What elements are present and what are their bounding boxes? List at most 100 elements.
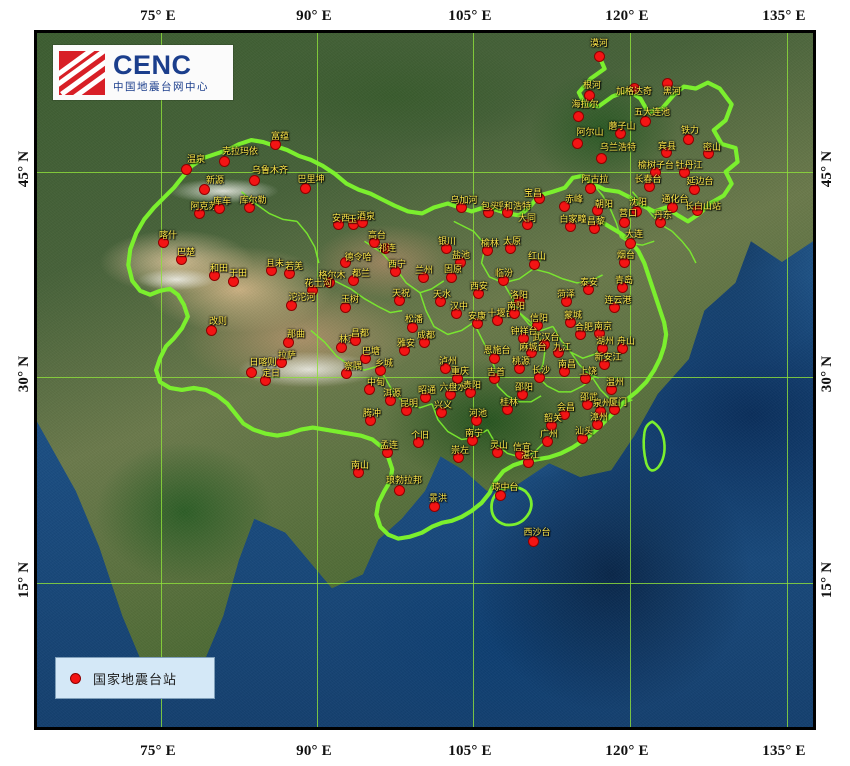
seismic-station-marker[interactable] (531, 319, 543, 331)
seismic-station-marker[interactable] (595, 152, 607, 164)
seismic-station-marker[interactable] (593, 327, 605, 339)
seismic-station-marker[interactable] (643, 180, 655, 192)
seismic-station-marker[interactable] (614, 127, 626, 139)
seismic-station-marker[interactable] (157, 236, 169, 248)
seismic-station-marker[interactable] (471, 317, 483, 329)
seismic-station-marker[interactable] (356, 216, 368, 228)
seismic-station-marker[interactable] (522, 456, 534, 468)
seismic-station-marker[interactable] (470, 414, 482, 426)
seismic-station-marker[interactable] (572, 110, 584, 122)
seismic-station-marker[interactable] (340, 367, 352, 379)
seismic-station-marker[interactable] (688, 183, 700, 195)
seismic-station-marker[interactable] (444, 388, 456, 400)
seismic-station-marker[interactable] (193, 207, 205, 219)
seismic-station-marker[interactable] (265, 264, 277, 276)
seismic-station-marker[interactable] (435, 406, 447, 418)
map-canvas[interactable]: 漠河 根河 加格达奇 黑河 海拉尔 五大连池 阿尔山 蘑子山 乌兰浩特 铁力 宾县 密山 榆树子台 牡丹江… (37, 33, 813, 727)
seismic-station-marker[interactable] (428, 500, 440, 512)
seismic-station-marker[interactable] (666, 201, 678, 213)
seismic-station-marker[interactable] (450, 307, 462, 319)
seismic-station-marker[interactable] (616, 281, 628, 293)
seismic-station-marker[interactable] (285, 299, 297, 311)
seismic-station-marker[interactable] (389, 265, 401, 277)
seismic-station-marker[interactable] (583, 89, 595, 101)
seismic-station-marker[interactable] (243, 201, 255, 213)
seismic-station-marker[interactable] (702, 147, 714, 159)
seismic-station-marker[interactable] (618, 256, 630, 268)
seismic-station-marker[interactable] (552, 346, 564, 358)
seismic-station-marker[interactable] (608, 301, 620, 313)
seismic-station-marker[interactable] (504, 242, 516, 254)
seismic-station-marker[interactable] (482, 206, 494, 218)
seismic-station-marker[interactable] (412, 436, 424, 448)
seismic-station-marker[interactable] (516, 388, 528, 400)
seismic-station-marker[interactable] (581, 398, 593, 410)
seismic-station-marker[interactable] (591, 418, 603, 430)
seismic-station-marker[interactable] (205, 324, 217, 336)
seismic-station-marker[interactable] (419, 391, 431, 403)
seismic-station-marker[interactable] (508, 307, 520, 319)
seismic-station-marker[interactable] (517, 332, 529, 344)
seismic-station-marker[interactable] (513, 295, 525, 307)
seismic-station-marker[interactable] (497, 274, 509, 286)
seismic-station-marker[interactable] (654, 216, 666, 228)
seismic-station-marker[interactable] (248, 174, 260, 186)
seismic-station-marker[interactable] (576, 432, 588, 444)
seismic-station-marker[interactable] (175, 253, 187, 265)
seismic-station-marker[interactable] (434, 295, 446, 307)
seismic-station-marker[interactable] (513, 362, 525, 374)
seismic-station-marker[interactable] (538, 338, 550, 350)
seismic-station-marker[interactable] (384, 394, 396, 406)
seismic-station-marker[interactable] (596, 342, 608, 354)
seismic-station-marker[interactable] (455, 201, 467, 213)
seismic-station-marker[interactable] (560, 295, 572, 307)
seismic-station-marker[interactable] (259, 374, 271, 386)
seismic-station-marker[interactable] (564, 316, 576, 328)
seismic-station-marker[interactable] (180, 163, 192, 175)
seismic-station-marker[interactable] (494, 489, 506, 501)
seismic-station-marker[interactable] (533, 192, 545, 204)
seismic-station-marker[interactable] (481, 244, 493, 256)
seismic-station-marker[interactable] (593, 50, 605, 62)
seismic-station-marker[interactable] (591, 204, 603, 216)
seismic-station-marker[interactable] (393, 484, 405, 496)
seismic-station-marker[interactable] (349, 334, 361, 346)
seismic-station-marker[interactable] (574, 328, 586, 340)
seismic-station-marker[interactable] (545, 419, 557, 431)
seismic-station-marker[interactable] (368, 236, 380, 248)
seismic-station-marker[interactable] (445, 271, 457, 283)
seismic-station-marker[interactable] (661, 77, 673, 89)
seismic-station-marker[interactable] (649, 166, 661, 178)
seismic-station-marker[interactable] (454, 256, 466, 268)
seismic-station-marker[interactable] (306, 284, 318, 296)
seismic-station-marker[interactable] (269, 138, 281, 150)
seismic-station-marker[interactable] (488, 352, 500, 364)
seismic-station-marker[interactable] (594, 405, 606, 417)
seismic-station-marker[interactable] (245, 366, 257, 378)
seismic-station-marker[interactable] (660, 146, 672, 158)
seismic-station-marker[interactable] (323, 276, 335, 288)
seismic-station-marker[interactable] (400, 404, 412, 416)
seismic-station-marker[interactable] (564, 220, 576, 232)
seismic-station-marker[interactable] (451, 372, 463, 384)
seismic-station-marker[interactable] (571, 137, 583, 149)
seismic-station-marker[interactable] (283, 267, 295, 279)
seismic-station-marker[interactable] (282, 336, 294, 348)
seismic-station-marker[interactable] (525, 346, 537, 358)
seismic-station-marker[interactable] (584, 182, 596, 194)
seismic-station-marker[interactable] (558, 408, 570, 420)
seismic-station-marker[interactable] (332, 218, 344, 230)
seismic-station-marker[interactable] (417, 271, 429, 283)
seismic-station-marker[interactable] (598, 358, 610, 370)
seismic-station-marker[interactable] (616, 342, 628, 354)
seismic-station-marker[interactable] (491, 314, 503, 326)
seismic-station-marker[interactable] (464, 386, 476, 398)
seismic-station-marker[interactable] (605, 383, 617, 395)
seismic-station-marker[interactable] (374, 364, 386, 376)
seismic-station-marker[interactable] (213, 202, 225, 214)
seismic-station-marker[interactable] (275, 356, 287, 368)
seismic-station-marker[interactable] (514, 448, 526, 460)
seismic-station-marker[interactable] (439, 362, 451, 374)
seismic-station-marker[interactable] (682, 133, 694, 145)
seismic-station-marker[interactable] (339, 256, 351, 268)
